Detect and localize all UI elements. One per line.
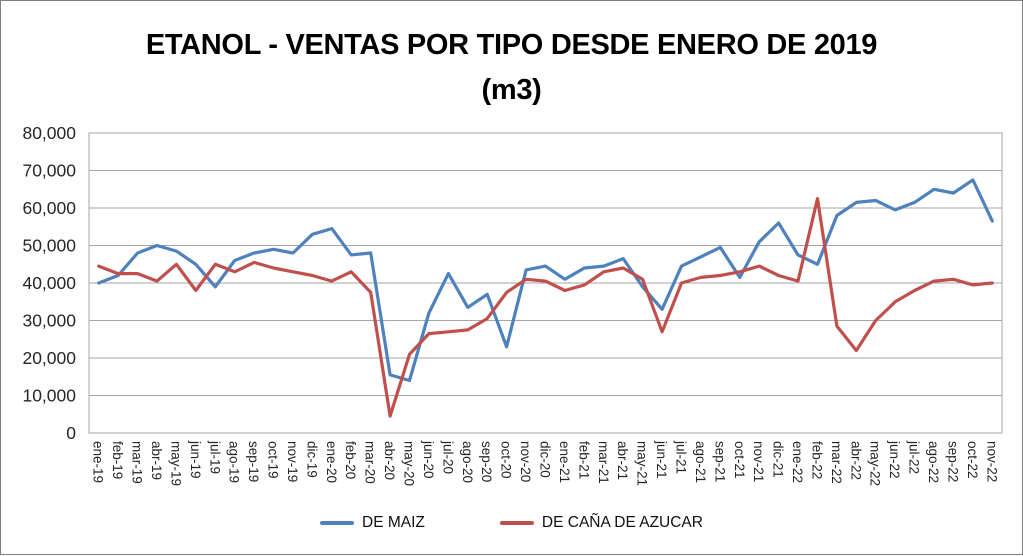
chart-legend: DE MAIZ DE CAÑA DE AZUCAR (1, 514, 1022, 532)
legend-label-de-maiz: DE MAIZ (362, 514, 425, 531)
x-tick-label: nov-19 (285, 441, 300, 482)
x-tick-label: abr-19 (149, 441, 164, 480)
x-tick-label: jul-20 (440, 440, 455, 474)
legend-line-swatch-red (499, 521, 534, 525)
x-tick-label: mar-19 (130, 441, 145, 484)
x-tick-label: mar-20 (363, 441, 378, 484)
x-tick-label: oct-21 (732, 441, 747, 479)
x-tick-label: may-20 (402, 441, 417, 486)
x-tick-label: ene-19 (91, 441, 106, 483)
x-tick-label: feb-22 (809, 441, 824, 479)
legend-item-de-cana-de-azucar: DE CAÑA DE AZUCAR (499, 514, 703, 532)
x-tick-label: oct-19 (266, 441, 281, 479)
y-tick-label: 30,000 (22, 311, 76, 331)
y-tick-label: 0 (66, 423, 76, 443)
x-tick-label: jul-21 (673, 440, 688, 474)
x-tick-label: jun-20 (421, 440, 436, 479)
x-tick-label: oct-20 (499, 441, 514, 479)
y-tick-label: 80,000 (22, 123, 76, 143)
x-tick-label: sep-20 (479, 441, 494, 482)
x-tick-label: jun-21 (654, 440, 669, 479)
x-tick-label: jun-22 (887, 440, 902, 479)
x-tick-label: ene-22 (790, 441, 805, 483)
x-tick-label: sep-22 (945, 441, 960, 482)
x-tick-label: nov-20 (518, 441, 533, 482)
legend-line-swatch-blue (320, 521, 355, 525)
series-line-de-ca-a-de-azucar (97, 197, 994, 418)
x-tick-label: ene-21 (557, 441, 572, 483)
x-tick-label: ago-22 (926, 441, 941, 483)
x-tick-label: dic-21 (771, 441, 786, 478)
x-tick-label: ago-20 (460, 441, 475, 483)
y-tick-label: 10,000 (22, 386, 76, 406)
x-tick-label: ago-21 (693, 441, 708, 483)
x-tick-label: nov-21 (751, 441, 766, 482)
x-tick-label: abr-20 (382, 441, 397, 480)
x-tick-label: feb-21 (576, 441, 591, 479)
y-tick-label: 40,000 (22, 273, 76, 293)
x-tick-label: abr-22 (848, 441, 863, 480)
x-tick-label: feb-20 (343, 441, 358, 479)
x-tick-label: feb-19 (110, 441, 125, 479)
legend-item-de-maiz: DE MAIZ (320, 514, 425, 532)
chart-title-line1: ETANOL - VENTAS POR TIPO DESDE ENERO DE … (145, 29, 878, 61)
y-tick-label: 70,000 (22, 161, 76, 181)
x-tick-label: ago-19 (227, 441, 242, 483)
series-line-de-maiz (97, 178, 994, 383)
x-tick-label: ene-20 (324, 441, 339, 483)
x-tick-label: abr-21 (615, 441, 630, 480)
x-tick-label: sep-21 (712, 441, 727, 482)
legend-label-de-cana-de-azucar: DE CAÑA DE AZUCAR (541, 514, 703, 531)
chart-title: ETANOL - VENTAS POR TIPO DESDE ENERO DE … (1, 23, 1022, 113)
y-tick-label: 60,000 (22, 198, 76, 218)
x-tick-label: dic-20 (538, 441, 553, 478)
x-tick-label: may-19 (168, 441, 183, 486)
x-tick-label: jun-19 (188, 440, 203, 479)
plot-border (88, 132, 1003, 434)
x-tick-label: oct-22 (965, 441, 980, 479)
x-tick-label: jul-22 (907, 440, 922, 474)
x-tick-label: sep-19 (246, 441, 261, 482)
x-tick-label: nov-22 (984, 441, 999, 482)
x-tick-label: may-22 (868, 441, 883, 486)
x-tick-label: jul-19 (207, 440, 222, 474)
x-tick-label: dic-19 (304, 441, 319, 478)
x-tick-label: mar-21 (596, 441, 611, 484)
chart-title-line2: (m3) (481, 74, 542, 106)
y-tick-label: 50,000 (22, 236, 76, 256)
y-tick-label: 20,000 (22, 348, 76, 368)
x-tick-label: may-21 (635, 441, 650, 486)
x-tick-label: mar-22 (829, 441, 844, 484)
